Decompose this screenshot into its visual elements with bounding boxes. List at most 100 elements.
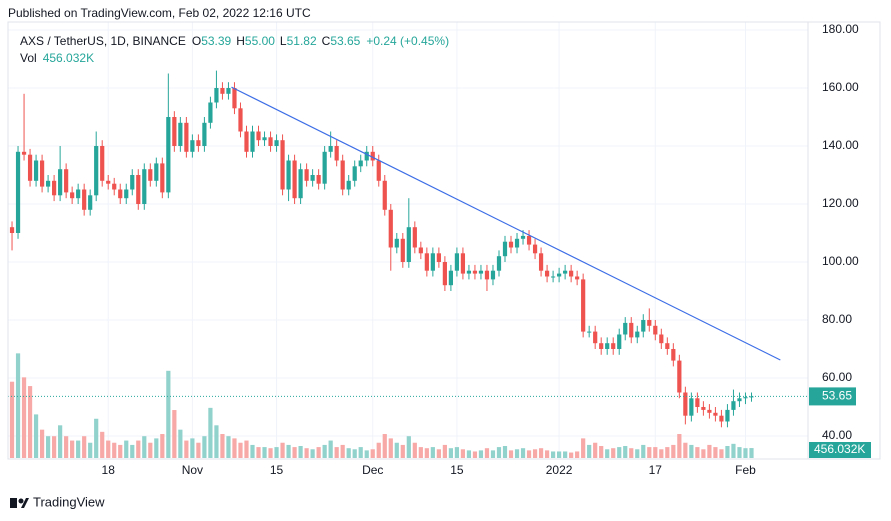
volume-bar: [647, 447, 652, 458]
last-price-box: [809, 387, 856, 406]
candle-body: [226, 88, 231, 94]
volume-bar: [196, 442, 201, 458]
candle-body: [100, 145, 105, 181]
volume-bar: [611, 448, 616, 458]
candle-body: [659, 334, 664, 344]
x-tick-label: Nov: [182, 463, 203, 477]
candle-body: [244, 131, 249, 152]
volume-bar: [352, 449, 357, 458]
volume-bar: [454, 447, 460, 458]
candle-body: [749, 396, 754, 398]
volume-bar: [268, 448, 273, 458]
candle-body: [550, 276, 556, 278]
candle-body: [322, 151, 327, 184]
volume-bar: [719, 449, 724, 458]
candle-body: [286, 160, 291, 190]
frame: [7, 21, 881, 460]
volume-bar: [160, 434, 165, 458]
ohlc-key: L: [280, 34, 287, 48]
volume-bar: [262, 447, 267, 458]
candle-body: [526, 235, 532, 245]
candle-body: [460, 253, 466, 274]
candle-body: [184, 122, 189, 152]
volume-bar: [184, 440, 189, 458]
candle-body: [148, 169, 153, 181]
candle-body: [310, 174, 315, 181]
candle-body: [376, 160, 381, 181]
volume-bar: [256, 447, 261, 458]
volume-bar: [154, 438, 159, 458]
volume-bar: [448, 448, 453, 458]
ohlc-value: 53.65: [330, 34, 360, 48]
candle-body: [106, 180, 111, 184]
candle-body: [9, 227, 15, 233]
candle-body: [346, 180, 351, 190]
last-price-label: 53.65: [822, 389, 852, 403]
candle-body: [202, 122, 207, 146]
candle-body: [340, 160, 345, 190]
candle-body: [400, 238, 405, 262]
y-tick-label: 160.00: [822, 80, 859, 94]
volume-bar: [707, 444, 712, 458]
y-tick-label: 40.00: [822, 428, 852, 442]
volume-bar: [436, 449, 441, 458]
volume-bar: [166, 370, 171, 458]
volume-bar: [641, 444, 646, 458]
candle-body: [76, 189, 81, 199]
candle-body: [484, 270, 490, 280]
volume-bar: [677, 434, 682, 458]
volume-bar: [484, 448, 490, 458]
candle-body: [581, 279, 586, 332]
candle-body: [448, 270, 453, 286]
volume-bar: [550, 451, 556, 458]
volume-bar: [130, 444, 135, 458]
published-note: Published on TradingView.com, Feb 02, 20…: [8, 6, 311, 20]
candle-body: [70, 192, 75, 199]
volume-bar: [472, 451, 478, 458]
volume-bar: [629, 448, 634, 458]
candle-body: [617, 334, 622, 349]
candle-body: [27, 154, 33, 181]
volume-bar: [430, 447, 435, 458]
x-tick-label: Dec: [362, 463, 383, 477]
volume-bar: [322, 444, 327, 458]
trendline: [231, 86, 781, 361]
volume-bar: [238, 442, 243, 458]
volume-bar: [544, 450, 550, 458]
candle-body: [641, 319, 646, 332]
candle-body: [671, 348, 676, 361]
volume-bar: [232, 438, 237, 458]
volume-bar: [94, 418, 99, 458]
volume-bar: [15, 353, 21, 458]
volume-bar: [605, 449, 610, 458]
y-tick-label: 120.00: [822, 196, 859, 210]
x-tick-label: 18: [102, 463, 116, 477]
volume-bar: [244, 440, 249, 458]
volume-bar: [208, 407, 213, 458]
candle-body: [713, 412, 718, 416]
volume-bar: [388, 438, 393, 458]
candle-body: [274, 140, 279, 146]
volume-bar: [563, 451, 568, 458]
candle-body: [190, 140, 195, 152]
candle-body: [33, 160, 39, 181]
candle-body: [737, 398, 742, 402]
candle-body: [328, 145, 333, 152]
volume-bar: [659, 449, 664, 458]
volume-bar: [106, 440, 111, 458]
candle-body: [490, 270, 496, 280]
volume-bar: [617, 447, 622, 458]
ohlc-key: C: [322, 34, 331, 48]
volume-bar: [82, 436, 87, 458]
volume-legend: Vol 456.032K: [20, 51, 94, 65]
volume-bar: [514, 449, 520, 458]
volume-bar: [538, 448, 544, 458]
candle-body: [544, 270, 550, 277]
volume-bar: [400, 444, 405, 458]
x-tick-label: 15: [270, 463, 284, 477]
volume-bar: [665, 447, 670, 458]
volume-bar: [701, 449, 706, 458]
candle-body: [196, 140, 201, 146]
candle-body: [358, 160, 363, 167]
